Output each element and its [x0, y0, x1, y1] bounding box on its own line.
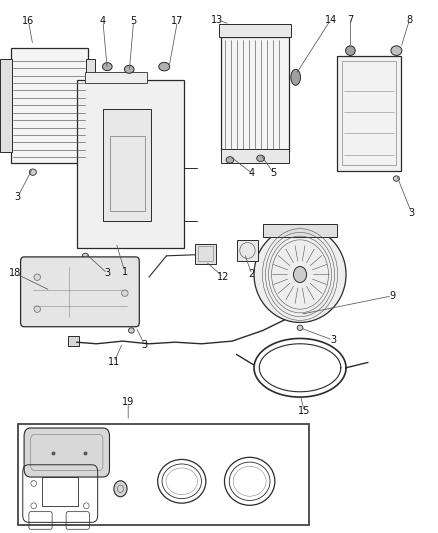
Ellipse shape [393, 176, 399, 181]
Text: 9: 9 [389, 291, 395, 301]
Ellipse shape [121, 290, 128, 296]
Bar [337, 56, 401, 171]
Text: 12: 12 [217, 272, 230, 282]
Text: 2: 2 [249, 270, 255, 279]
Ellipse shape [82, 253, 88, 259]
Text: 16: 16 [22, 17, 35, 26]
Text: 8: 8 [406, 15, 413, 25]
Bar [68, 336, 79, 346]
Text: 17: 17 [171, 17, 184, 26]
Bar [0, 59, 12, 152]
Bar [219, 24, 291, 37]
Ellipse shape [34, 306, 40, 312]
Ellipse shape [291, 69, 300, 85]
Ellipse shape [114, 481, 127, 497]
Text: 3: 3 [104, 269, 110, 278]
Bar [85, 72, 147, 83]
Ellipse shape [129, 328, 134, 333]
Bar [237, 240, 258, 261]
Bar [77, 80, 184, 248]
Ellipse shape [226, 157, 234, 163]
Text: 13: 13 [211, 15, 223, 25]
Bar [198, 246, 213, 261]
Ellipse shape [102, 62, 112, 70]
Ellipse shape [297, 325, 303, 330]
Text: 3: 3 [409, 208, 415, 218]
Bar [263, 224, 337, 237]
Ellipse shape [391, 46, 402, 55]
Text: 4: 4 [249, 168, 255, 178]
Text: 11: 11 [108, 358, 120, 367]
Ellipse shape [257, 155, 265, 161]
Text: 15: 15 [298, 407, 311, 416]
Bar [195, 244, 216, 264]
Ellipse shape [34, 274, 40, 280]
Bar [110, 136, 145, 211]
Text: 4: 4 [100, 17, 106, 26]
Text: 7: 7 [347, 15, 353, 25]
FancyBboxPatch shape [21, 257, 139, 327]
Ellipse shape [293, 266, 307, 282]
Bar [103, 109, 151, 221]
Text: 5: 5 [271, 168, 277, 178]
Text: 14: 14 [325, 15, 337, 25]
Bar [221, 149, 289, 163]
Bar [42, 477, 78, 506]
Text: 18: 18 [9, 269, 21, 278]
Text: 3: 3 [14, 192, 21, 202]
Ellipse shape [124, 65, 134, 73]
Text: 19: 19 [122, 398, 134, 407]
Text: 3: 3 [330, 335, 336, 345]
Ellipse shape [159, 62, 170, 71]
Text: 1: 1 [122, 267, 128, 277]
Text: 5: 5 [131, 17, 137, 26]
Bar [18, 424, 309, 525]
Bar [221, 37, 289, 152]
Bar [86, 59, 95, 152]
FancyBboxPatch shape [24, 428, 110, 477]
Bar [11, 48, 88, 163]
Bar [342, 61, 396, 165]
Ellipse shape [29, 169, 36, 175]
Ellipse shape [346, 46, 355, 55]
Ellipse shape [254, 227, 346, 322]
Text: 3: 3 [141, 340, 148, 350]
